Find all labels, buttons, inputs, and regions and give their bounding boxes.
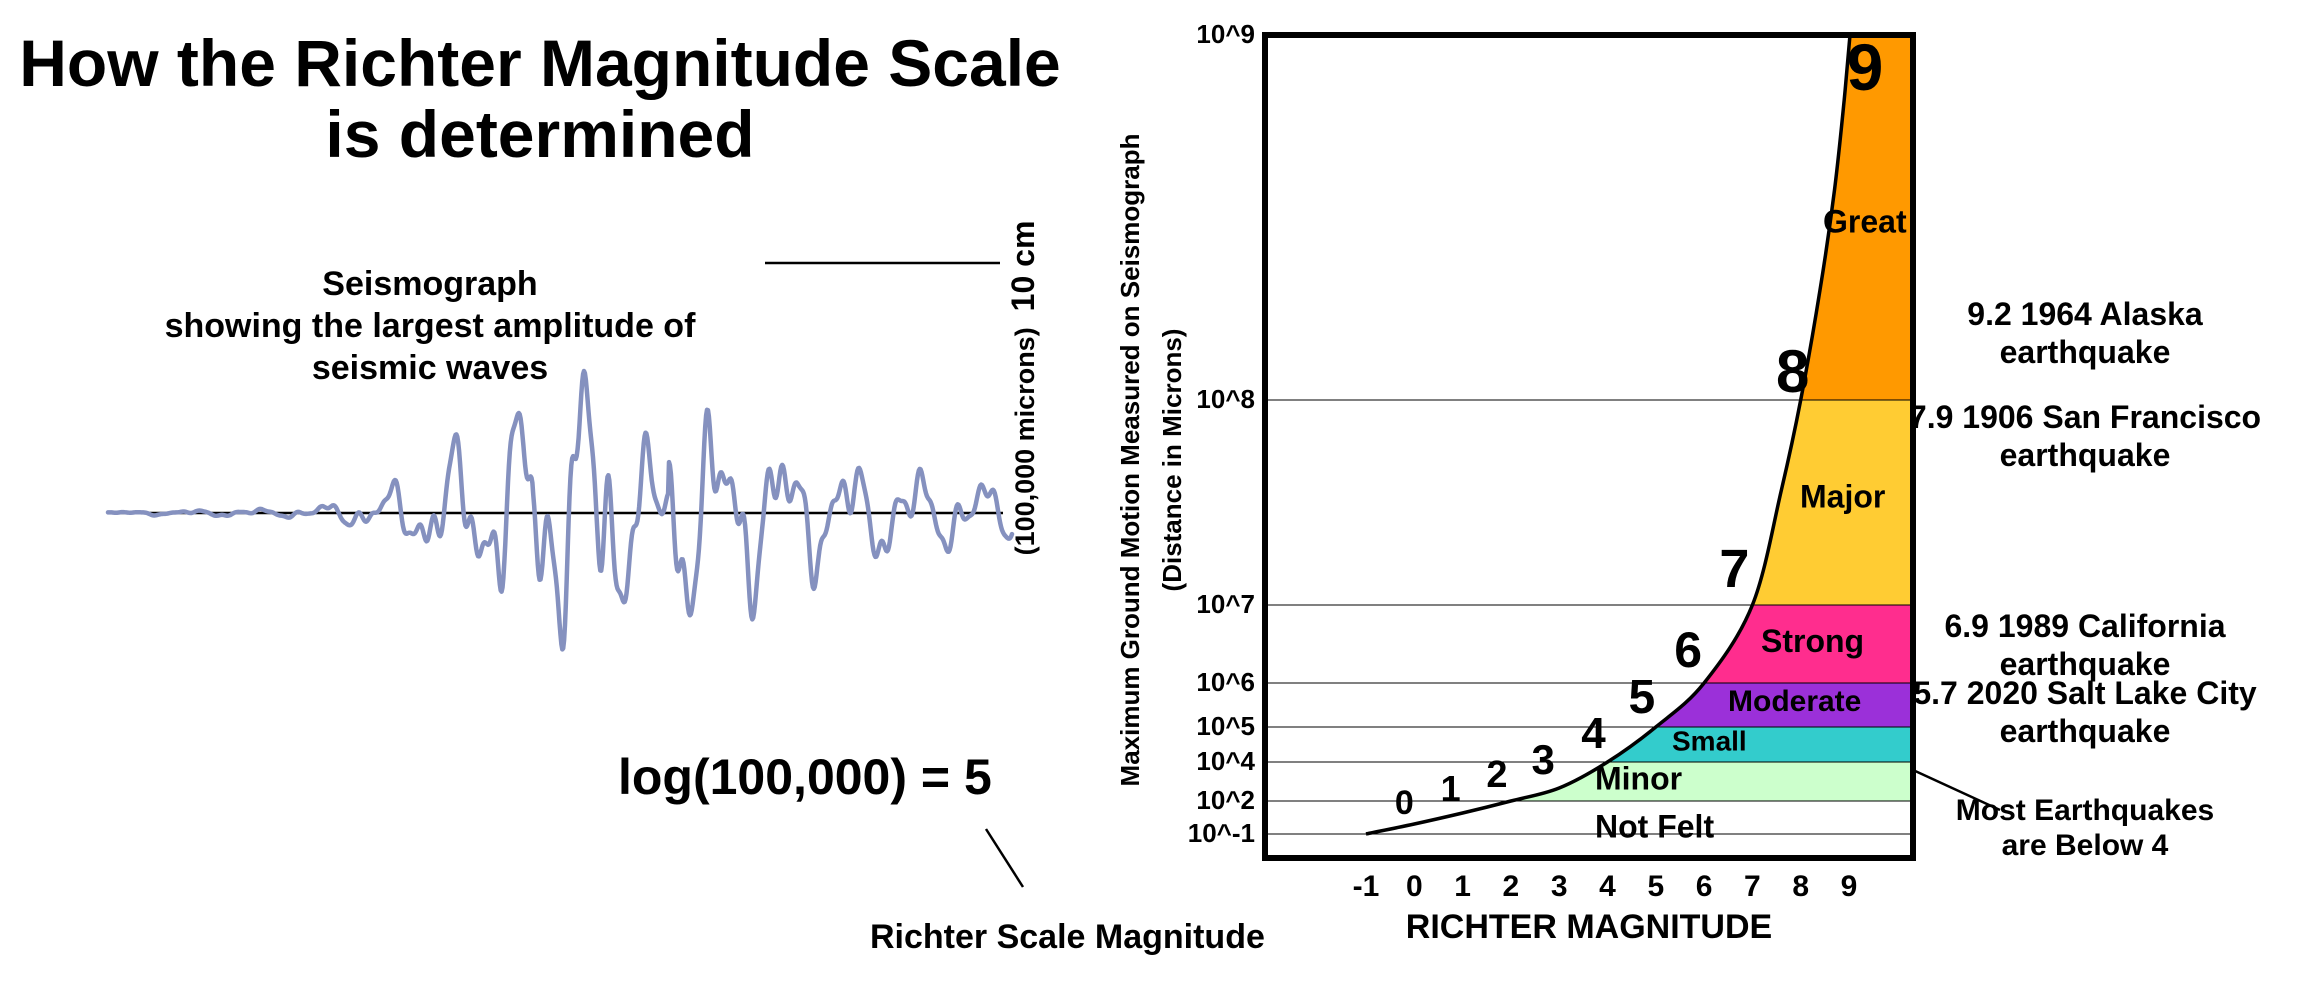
svg-text:earthquake: earthquake: [2000, 713, 2171, 749]
svg-text:are Below 4: are Below 4: [2002, 829, 2169, 862]
svg-text:0: 0: [1395, 784, 1414, 822]
svg-text:earthquake: earthquake: [2000, 334, 2171, 370]
svg-text:Seismograph: Seismograph: [322, 265, 537, 303]
svg-text:10^2: 10^2: [1196, 785, 1255, 815]
svg-text:10^8: 10^8: [1196, 384, 1255, 414]
svg-text:7: 7: [1744, 870, 1761, 903]
svg-text:Moderate: Moderate: [1728, 685, 1861, 718]
svg-text:9.2 1964 Alaska: 9.2 1964 Alaska: [1967, 296, 2203, 332]
svg-text:1: 1: [1441, 768, 1461, 809]
svg-text:2: 2: [1503, 870, 1520, 903]
svg-text:Small: Small: [1672, 726, 1747, 757]
svg-text:9: 9: [1841, 870, 1858, 903]
svg-text:Most Earthquakes: Most Earthquakes: [1956, 794, 2214, 827]
svg-text:8: 8: [1792, 870, 1809, 903]
svg-text:6: 6: [1696, 870, 1713, 903]
svg-text:5.7 2020 Salt Lake City: 5.7 2020 Salt Lake City: [1913, 675, 2257, 711]
svg-text:Major: Major: [1800, 479, 1885, 515]
svg-text:Maximum Ground Motion Measured: Maximum Ground Motion Measured on Seismo…: [1115, 134, 1145, 787]
svg-text:6: 6: [1674, 622, 1702, 678]
svg-text:10^5: 10^5: [1196, 711, 1255, 741]
svg-text:3: 3: [1532, 736, 1555, 783]
svg-text:8: 8: [1776, 338, 1809, 405]
svg-text:1: 1: [1454, 870, 1471, 903]
svg-text:7: 7: [1719, 539, 1749, 599]
svg-text:9: 9: [1847, 30, 1884, 104]
svg-text:seismic waves: seismic waves: [312, 349, 548, 387]
svg-text:4: 4: [1599, 870, 1616, 903]
svg-text:10^7: 10^7: [1196, 589, 1255, 619]
svg-text:RICHTER MAGNITUDE: RICHTER MAGNITUDE: [1406, 908, 1772, 946]
svg-text:10^4: 10^4: [1196, 746, 1255, 776]
svg-text:10^-1: 10^-1: [1188, 818, 1255, 848]
svg-text:(100,000 microns)10 cm: (100,000 microns)10 cm: [1005, 221, 1041, 556]
svg-text:Great: Great: [1823, 204, 1907, 240]
svg-text:5: 5: [1647, 870, 1664, 903]
svg-text:earthquake: earthquake: [2000, 437, 2171, 473]
svg-text:5: 5: [1628, 671, 1655, 724]
svg-text:Not Felt: Not Felt: [1595, 809, 1714, 845]
svg-text:-1: -1: [1353, 870, 1380, 903]
svg-text:0: 0: [1406, 870, 1423, 903]
svg-text:Strong: Strong: [1761, 623, 1864, 659]
svg-text:3: 3: [1551, 870, 1568, 903]
svg-text:10^9: 10^9: [1196, 19, 1255, 49]
svg-text:2: 2: [1486, 754, 1507, 796]
svg-text:7.9 1906 San Francisco: 7.9 1906 San Francisco: [1909, 399, 2261, 435]
svg-text:(Distance in Microns): (Distance in Microns): [1157, 329, 1187, 592]
svg-text:showing the largest amplitude: showing the largest amplitude of: [165, 307, 696, 345]
svg-text:10^6: 10^6: [1196, 667, 1255, 697]
svg-text:4: 4: [1581, 709, 1606, 758]
svg-text:Minor: Minor: [1595, 761, 1682, 797]
svg-text:6.9 1989 California: 6.9 1989 California: [1944, 608, 2225, 644]
